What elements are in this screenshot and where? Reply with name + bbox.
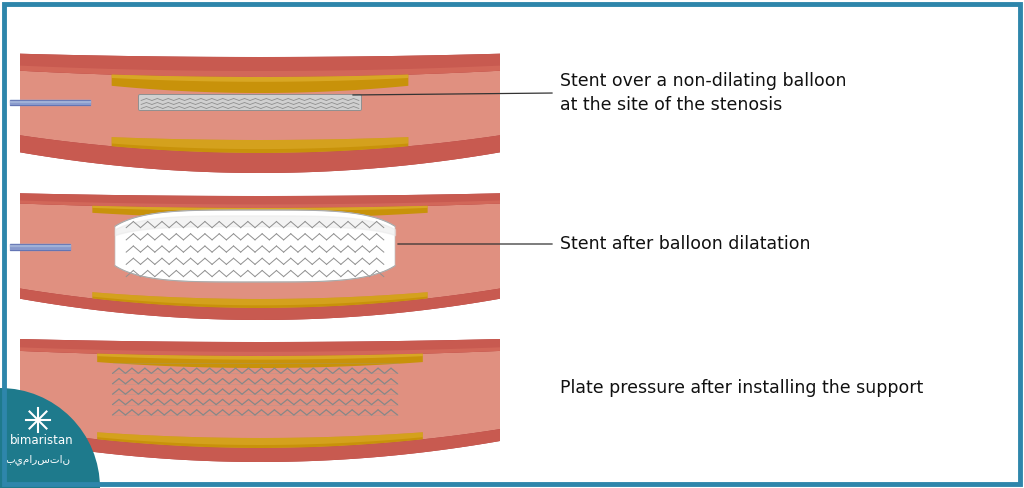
Polygon shape — [112, 75, 409, 93]
Text: بيمارستان: بيمارستان — [5, 454, 71, 466]
Polygon shape — [20, 351, 500, 448]
Polygon shape — [112, 75, 409, 82]
Polygon shape — [112, 137, 409, 153]
Polygon shape — [92, 206, 428, 211]
Polygon shape — [20, 71, 500, 153]
Polygon shape — [97, 432, 423, 448]
Polygon shape — [20, 54, 500, 77]
Polygon shape — [97, 432, 423, 445]
Polygon shape — [20, 65, 500, 77]
Polygon shape — [20, 429, 500, 462]
Text: Plate pressure after installing the support: Plate pressure after installing the supp… — [560, 379, 924, 397]
Text: bimaristan: bimaristan — [10, 434, 74, 447]
Text: Stent over a non-dilating balloon
at the site of the stenosis: Stent over a non-dilating balloon at the… — [560, 72, 847, 115]
Polygon shape — [92, 292, 428, 305]
Polygon shape — [115, 210, 395, 282]
Polygon shape — [20, 339, 500, 462]
FancyBboxPatch shape — [138, 95, 361, 110]
Polygon shape — [20, 347, 500, 356]
Polygon shape — [20, 203, 500, 308]
Polygon shape — [20, 135, 500, 173]
Polygon shape — [20, 193, 500, 208]
Text: Stent after balloon dilatation: Stent after balloon dilatation — [560, 235, 811, 253]
Polygon shape — [20, 54, 500, 173]
Wedge shape — [0, 388, 100, 488]
Polygon shape — [112, 137, 409, 149]
Polygon shape — [97, 354, 423, 360]
Polygon shape — [92, 206, 428, 218]
Polygon shape — [92, 292, 428, 308]
Polygon shape — [20, 201, 500, 208]
Polygon shape — [20, 288, 500, 320]
Polygon shape — [20, 193, 500, 320]
Polygon shape — [20, 339, 500, 356]
Polygon shape — [97, 354, 423, 368]
